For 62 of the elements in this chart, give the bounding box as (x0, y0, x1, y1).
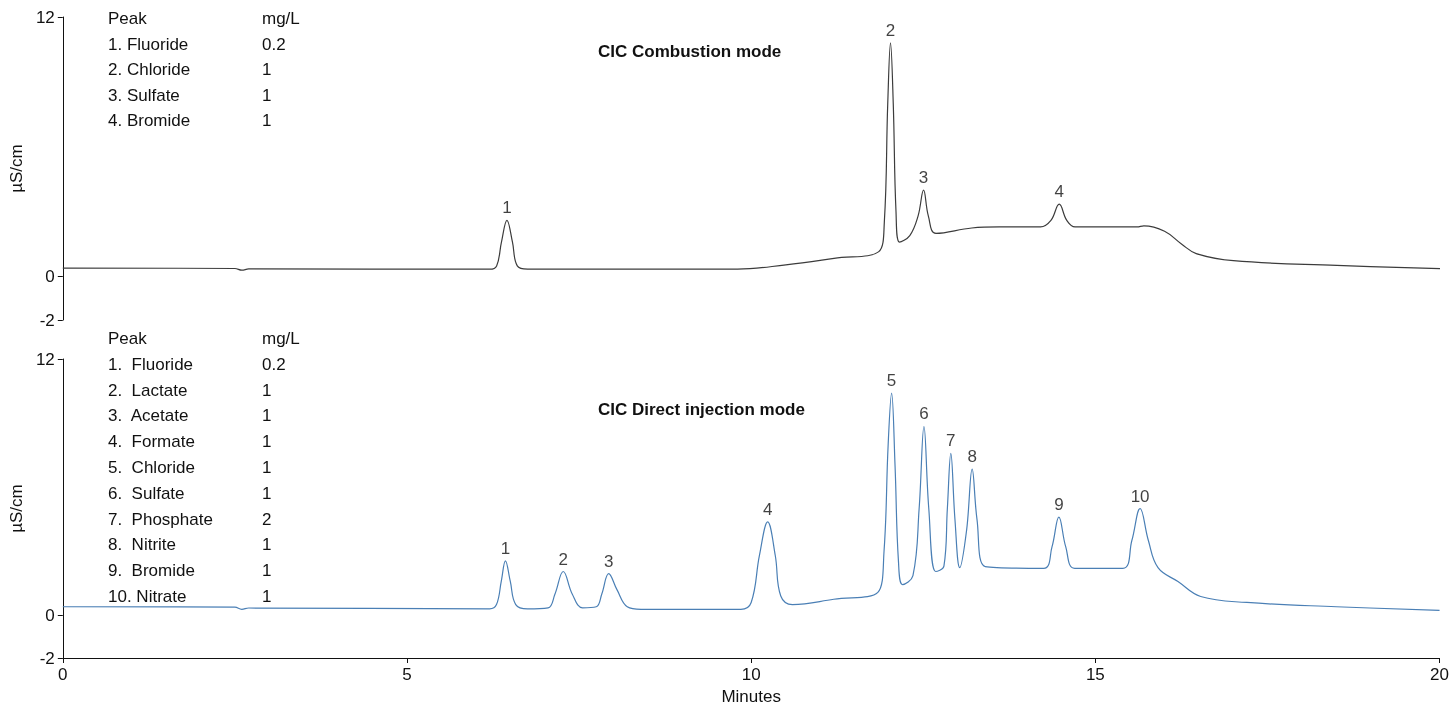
text: mg/L (262, 329, 300, 348)
text: CIC Direct injection mode (598, 400, 805, 419)
x-tick-label: 0 (58, 665, 68, 684)
x-axis-title: Minutes (721, 687, 781, 706)
annotation: 3. Acetate (108, 406, 189, 426)
y-tick-label: 0 (45, 605, 55, 625)
annotation: 5. Chloride (108, 458, 195, 477)
annotation: 4. Formate (108, 432, 195, 452)
annotation: 10 (1130, 486, 1150, 506)
annotation: 7. Phosphate (108, 509, 213, 529)
annotation: 1 (262, 458, 272, 477)
annotation: 9 (1054, 495, 1064, 515)
annotation: 5 (886, 371, 897, 391)
annotation: 8 (967, 447, 977, 467)
x-tick-label: 10 (741, 665, 761, 684)
annotation: 1. Fluoride (108, 34, 189, 54)
annotation: 4 (762, 499, 773, 519)
annotation: 9. Bromide (108, 561, 195, 581)
annotation: 6 (919, 404, 929, 424)
annotation: 4 (1054, 182, 1064, 202)
text: CIC Combustion mode (598, 42, 782, 61)
annotation: 1 (262, 380, 272, 400)
y-tick-label: 12 (35, 7, 55, 27)
y-axis-title: µS/cm (7, 144, 26, 193)
y-axis-title: µS/cm (7, 484, 26, 533)
annotation: 3. Sulfate (108, 85, 180, 105)
annotation: 10. Nitrate (108, 587, 187, 606)
x-tick-label: 15 (1085, 665, 1105, 684)
annotation: 2 (885, 20, 896, 40)
annotation: 6. Sulfate (108, 483, 185, 503)
annotation: 1 (262, 535, 272, 555)
annotation: 1 (262, 85, 272, 105)
annotation: 1 (262, 406, 272, 426)
annotation: 1. Fluoride (108, 354, 194, 374)
annotation: 1 (502, 198, 512, 218)
annotation: 1 (262, 587, 272, 606)
annotation: 1 (262, 60, 272, 79)
y-tick-label: -2 (39, 310, 55, 330)
annotation: 3 (603, 551, 614, 571)
annotation: 3 (918, 168, 929, 188)
annotation: 1 (262, 483, 272, 503)
y-tick-label: 0 (45, 267, 55, 287)
annotation: 0.2 (262, 34, 286, 54)
annotation: 1 (262, 432, 272, 452)
annotation: Peak (108, 9, 148, 28)
annotation: 2. Chloride (108, 60, 191, 79)
annotation: 2 (558, 549, 568, 569)
y-tick-label: 12 (35, 349, 55, 369)
annotation: 1 (262, 111, 272, 130)
y-tick-label: -2 (39, 648, 55, 668)
x-tick-label: 5 (402, 665, 412, 684)
annotation: 2. Lactate (108, 380, 188, 400)
annotation: 8. Nitrite (108, 535, 177, 555)
annotation: 7 (946, 431, 956, 451)
annotation: 1 (500, 538, 511, 558)
annotation: 2 (262, 509, 272, 529)
x-tick-label: 20 (1430, 665, 1450, 684)
annotation: 1 (262, 561, 272, 581)
text: Peak (108, 329, 148, 348)
annotation: 4. Bromide (108, 111, 191, 130)
annotation: mg/L (262, 9, 300, 28)
annotation: 0.2 (262, 354, 286, 374)
